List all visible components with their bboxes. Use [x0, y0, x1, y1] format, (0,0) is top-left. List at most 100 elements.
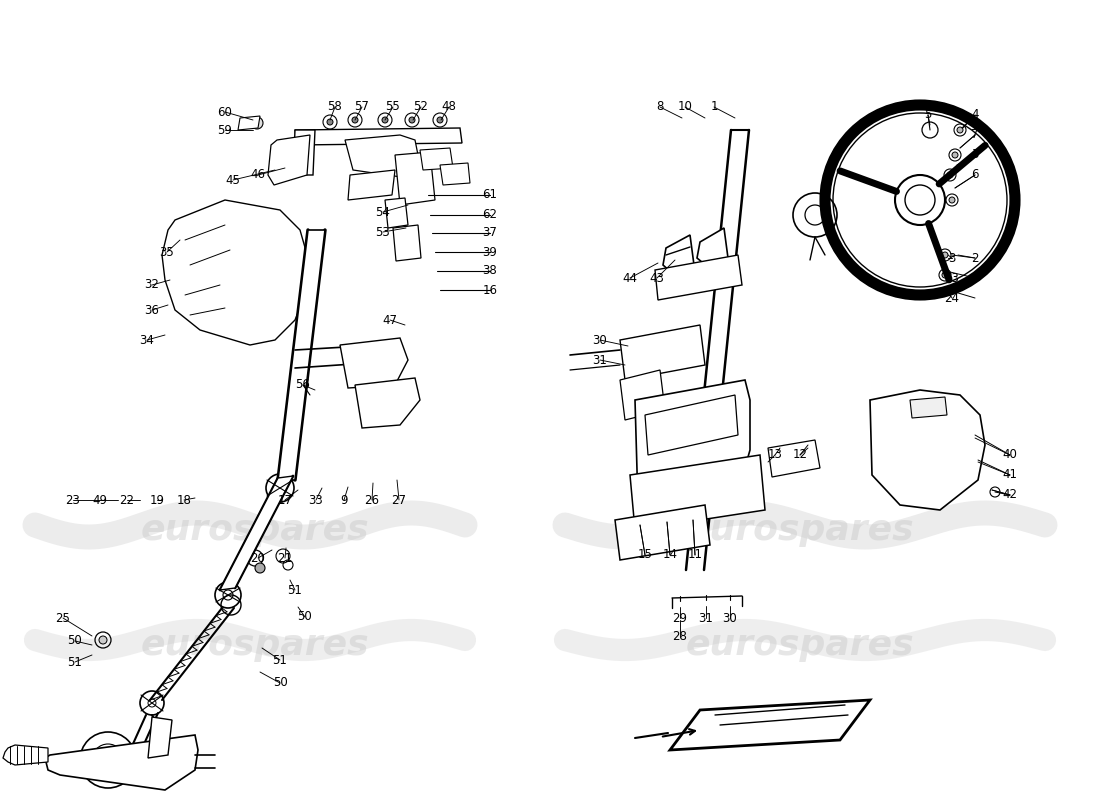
Text: 41: 41 — [1002, 469, 1018, 482]
Text: 50: 50 — [273, 677, 287, 690]
Text: 32: 32 — [144, 278, 159, 291]
Polygon shape — [420, 148, 453, 170]
Polygon shape — [395, 152, 434, 205]
Polygon shape — [654, 255, 743, 300]
Text: 27: 27 — [392, 494, 407, 506]
Text: 48: 48 — [441, 101, 456, 114]
Text: 4: 4 — [971, 109, 979, 122]
Circle shape — [223, 590, 233, 600]
Text: 51: 51 — [273, 654, 287, 666]
Text: 44: 44 — [623, 271, 638, 285]
Text: 47: 47 — [383, 314, 397, 326]
Polygon shape — [768, 440, 820, 477]
Circle shape — [957, 127, 962, 133]
Text: 35: 35 — [160, 246, 175, 258]
Text: 24: 24 — [945, 291, 959, 305]
Circle shape — [102, 754, 114, 766]
Text: 36: 36 — [144, 303, 159, 317]
Polygon shape — [663, 235, 694, 280]
Text: 25: 25 — [56, 611, 70, 625]
Text: 63: 63 — [945, 271, 959, 285]
Text: 43: 43 — [650, 271, 664, 285]
Text: 59: 59 — [218, 123, 232, 137]
Text: 58: 58 — [328, 101, 342, 114]
Circle shape — [251, 117, 263, 129]
Text: 56: 56 — [296, 378, 310, 391]
Polygon shape — [630, 455, 764, 530]
Polygon shape — [220, 476, 293, 590]
Text: 26: 26 — [364, 494, 380, 506]
Circle shape — [942, 252, 948, 258]
Polygon shape — [615, 505, 710, 560]
Text: 40: 40 — [1002, 449, 1018, 462]
Polygon shape — [870, 390, 984, 510]
Polygon shape — [635, 380, 750, 505]
Polygon shape — [670, 700, 870, 750]
Text: 42: 42 — [1002, 489, 1018, 502]
Text: 3: 3 — [948, 251, 956, 265]
Text: 50: 50 — [298, 610, 312, 623]
Text: 31: 31 — [698, 611, 714, 625]
Text: 50: 50 — [67, 634, 82, 647]
Circle shape — [409, 117, 415, 123]
Text: 7: 7 — [971, 129, 979, 142]
Text: 57: 57 — [354, 101, 370, 114]
Text: 37: 37 — [483, 226, 497, 239]
Text: eurospares: eurospares — [141, 628, 370, 662]
Text: 17: 17 — [277, 494, 293, 506]
Text: 21: 21 — [277, 551, 293, 565]
Polygon shape — [645, 395, 738, 455]
Circle shape — [352, 117, 358, 123]
Text: 45: 45 — [226, 174, 241, 186]
Circle shape — [275, 483, 285, 493]
Text: 11: 11 — [688, 549, 703, 562]
Text: 38: 38 — [483, 265, 497, 278]
Text: 28: 28 — [672, 630, 688, 643]
Polygon shape — [45, 735, 198, 790]
Text: 60: 60 — [218, 106, 232, 118]
Text: 19: 19 — [150, 494, 165, 506]
Text: 62: 62 — [483, 209, 497, 222]
Polygon shape — [238, 116, 260, 130]
Text: 31: 31 — [593, 354, 607, 366]
Text: 53: 53 — [375, 226, 390, 238]
Text: 10: 10 — [678, 101, 692, 114]
Text: 22: 22 — [120, 494, 134, 506]
Text: 5: 5 — [924, 109, 932, 122]
Text: 1: 1 — [711, 101, 717, 114]
Text: eurospares: eurospares — [685, 628, 914, 662]
Text: 3: 3 — [971, 149, 979, 162]
Text: 55: 55 — [386, 101, 400, 114]
Text: 9: 9 — [340, 494, 348, 506]
Text: 51: 51 — [67, 655, 82, 669]
Text: 6: 6 — [971, 169, 979, 182]
Text: eurospares: eurospares — [685, 513, 914, 547]
Text: 30: 30 — [723, 611, 737, 625]
Circle shape — [952, 152, 958, 158]
Polygon shape — [385, 198, 408, 228]
Circle shape — [255, 563, 265, 573]
Text: 29: 29 — [672, 611, 688, 625]
Polygon shape — [697, 228, 728, 272]
Text: 8: 8 — [657, 101, 663, 114]
Polygon shape — [620, 325, 705, 380]
Text: 39: 39 — [483, 246, 497, 258]
Polygon shape — [162, 200, 310, 345]
Polygon shape — [348, 170, 395, 200]
Text: 13: 13 — [768, 449, 782, 462]
Text: 18: 18 — [177, 494, 191, 506]
Text: 33: 33 — [309, 494, 323, 506]
Polygon shape — [355, 378, 420, 428]
Text: 34: 34 — [140, 334, 154, 346]
Text: 16: 16 — [483, 283, 497, 297]
Polygon shape — [440, 163, 470, 185]
Polygon shape — [345, 135, 420, 178]
Text: 2: 2 — [971, 251, 979, 265]
Text: 12: 12 — [792, 449, 807, 462]
Text: 30: 30 — [593, 334, 607, 346]
Text: 46: 46 — [251, 169, 265, 182]
Polygon shape — [620, 370, 666, 420]
Text: 14: 14 — [662, 549, 678, 562]
Circle shape — [437, 117, 443, 123]
Polygon shape — [278, 230, 324, 480]
